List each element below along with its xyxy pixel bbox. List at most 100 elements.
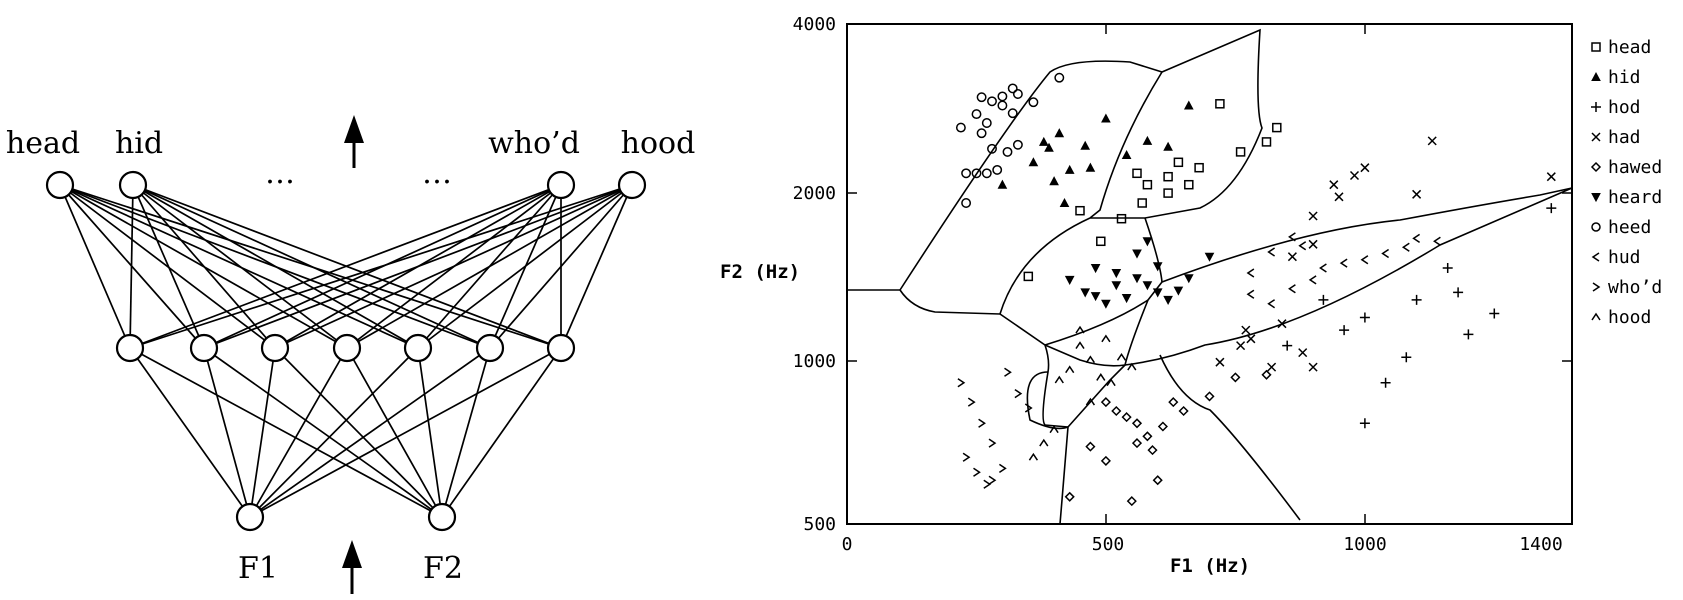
boundary-hood-whod-lower [1026,371,1069,525]
point-heard [1090,292,1101,302]
boundary-hood-who [1042,344,1069,428]
legend-marker-triangle [1591,71,1601,81]
point-hud [1401,242,1410,252]
legend-item-heard: heard [1591,187,1662,208]
point-hood [1085,397,1096,406]
output-node-whod [546,170,576,200]
point-hid [1163,141,1173,151]
legend-marker-square [1591,42,1601,52]
point-heed [1012,139,1023,150]
point-hod [1282,340,1293,351]
point-head [1116,213,1127,224]
point-hod [1546,203,1557,214]
network-edge [59,184,131,349]
legend-marker-caret [1591,312,1601,321]
hidden-node-5 [403,333,433,363]
y-tick-label-1000: 1000 [793,351,836,372]
network-edge [249,347,276,518]
legend-marker-diamond [1590,161,1602,173]
point-head [1184,179,1194,190]
network-edge [132,184,276,349]
point-hawed [1100,397,1111,408]
point-hid [1183,100,1194,110]
legend-item-had: had [1591,127,1641,148]
point-heed [997,91,1008,102]
point-hawed [1111,405,1122,417]
hidden-node-2 [189,333,219,363]
point-hod [1339,325,1350,336]
network-edge [203,347,251,518]
x-tick-label-0: 0 [842,534,853,555]
point-hid [1059,197,1070,207]
point-had [1308,239,1318,249]
network-edge [417,184,633,349]
point-whod [962,452,971,462]
point-heard [1090,264,1101,274]
point-hood [1101,334,1111,343]
output-label-hid: hid [115,126,163,161]
point-head [1261,137,1272,147]
hidden-node-4 [332,333,362,363]
output-ellipsis-right: … [422,156,452,191]
legend-label-had: had [1608,127,1641,148]
legend-label-head: head [1608,37,1651,58]
point-hud [1246,268,1255,278]
point-heard [1142,237,1153,247]
point-heed [987,96,997,107]
point-head [1023,271,1034,282]
point-hid [1054,128,1065,138]
point-whod [957,378,966,388]
point-head [1235,147,1246,157]
legend-item-hid: hid [1591,67,1641,88]
point-heed [981,168,992,179]
x-axis-label: F1 (Hz) [1170,555,1250,577]
legend-marker-circle [1591,222,1601,232]
point-head [1163,188,1173,198]
network-edge [129,184,633,349]
boundary-head-top [1090,28,1263,219]
network-edge [489,184,633,349]
point-hid [1121,149,1132,159]
point-had [1287,252,1297,262]
point-hid [1044,142,1054,152]
legend-marker-triangle-down [1591,193,1601,203]
legend-label-hawed: hawed [1608,157,1662,178]
point-hud [1288,284,1296,294]
output-label-whod: who’d [488,126,580,161]
point-whod [967,397,976,407]
point-hid [1028,157,1039,167]
decision-boundaries [847,28,1573,525]
point-head [1194,162,1204,173]
point-hid [1085,162,1096,172]
point-hood [1028,452,1039,461]
point-head [1132,168,1142,179]
point-hood [1085,355,1096,364]
hidden-node-1 [115,333,145,363]
point-hud [1267,299,1276,309]
network-nodes [45,170,647,532]
point-hawed [1230,372,1241,383]
point-whod [988,475,997,485]
point-heed [955,122,966,133]
point-hawed [1142,431,1153,442]
network-connections [59,184,633,518]
point-whod [1014,388,1023,399]
point-heed [1007,83,1018,94]
network-edge [274,184,633,349]
point-whod [1024,403,1033,413]
point-hud [1298,241,1307,251]
point-hood [1039,438,1049,447]
point-hod [1401,352,1412,363]
hidden-node-3 [260,333,290,363]
x-tick-label-1400: 1400 [1519,534,1562,555]
y-tick-label-2000: 2000 [793,183,836,204]
point-head [1215,99,1225,109]
boundary-heed-hid [899,60,1163,291]
boundary-hawed-hod [1159,354,1301,521]
network-edge [132,184,491,349]
input-node-f1 [235,502,265,532]
point-hud [1267,247,1276,257]
y-axis-label: F2 (Hz) [720,261,800,283]
input-arrow-icon [342,540,362,594]
network-edge [59,184,276,349]
